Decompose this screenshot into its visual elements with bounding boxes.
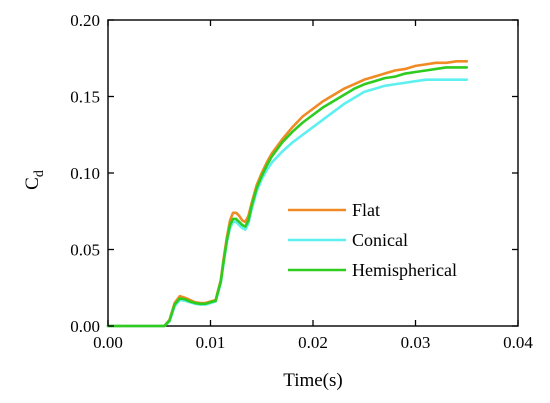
y-tick-label: 0.20 <box>70 11 100 30</box>
series-line-hemispherical <box>106 66 469 328</box>
axis-tick-labels: 0.00 0.01 0.02 0.03 0.04 0.00 0.05 0.10 0.15 0.20 <box>70 11 533 352</box>
legend-label-conical: Conical <box>352 230 408 250</box>
legend-label-hemispherical: Hemispherical <box>352 260 457 280</box>
series-line-flat <box>106 60 469 328</box>
legend: Flat Conical Hemispherical <box>288 200 457 280</box>
x-tick-label: 0.01 <box>196 333 226 352</box>
svg-text:Cd: Cd <box>22 170 47 190</box>
axis-ticks <box>107 19 519 327</box>
y-tick-label: 0.10 <box>70 164 100 183</box>
x-tick-label: 0.03 <box>401 333 431 352</box>
series-line-conical <box>106 78 469 328</box>
x-axis-label: Time(s) <box>283 370 342 391</box>
series-lines <box>106 60 469 328</box>
plot-frame <box>107 19 519 327</box>
y-axis-label-subscript: d <box>32 170 47 177</box>
legend-label-flat: Flat <box>352 200 380 220</box>
x-tick-label: 0.00 <box>93 333 123 352</box>
x-tick-label: 0.02 <box>298 333 328 352</box>
x-tick-label: 0.04 <box>503 333 533 352</box>
y-axis-label: Cd <box>22 170 47 190</box>
y-tick-label: 0.05 <box>70 241 100 260</box>
y-tick-label: 0.00 <box>70 317 100 336</box>
y-axis-label-main: C <box>22 177 43 190</box>
y-tick-label: 0.15 <box>70 88 100 107</box>
